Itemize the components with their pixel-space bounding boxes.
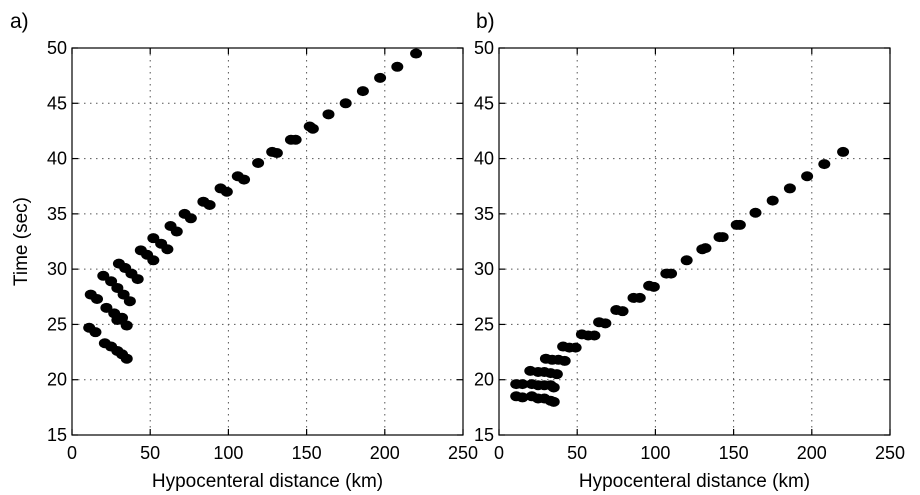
- data-point: [306, 123, 319, 134]
- data-point: [170, 226, 183, 237]
- panel-a-points: [83, 48, 423, 364]
- x-tick-label: 200: [797, 443, 827, 463]
- data-point: [410, 48, 423, 59]
- data-point: [270, 148, 283, 159]
- data-point: [322, 109, 335, 120]
- y-tick-label: 45: [474, 93, 494, 113]
- y-tick-label: 40: [474, 149, 494, 169]
- y-tick-label: 20: [474, 370, 494, 390]
- panel-a-ticks: 0 50 100 150 200 250 15 20 25 30 35 40 45 50: [47, 38, 478, 463]
- data-point: [547, 396, 560, 407]
- data-point: [391, 61, 404, 72]
- data-point: [161, 244, 174, 255]
- data-point: [716, 232, 729, 243]
- data-point: [558, 355, 571, 366]
- data-point: [665, 268, 678, 279]
- data-point: [749, 207, 762, 218]
- panel-a-x-axis-label: Hypocenteral distance (km): [152, 471, 383, 492]
- y-tick-label: 20: [47, 370, 67, 390]
- data-point: [100, 302, 113, 313]
- y-tick-label: 35: [47, 204, 67, 224]
- data-point: [252, 157, 265, 168]
- panel-a: a) 0 50 100 150 200 250 15 20 25 30 35 40 45 50 Hypoc…: [10, 10, 478, 492]
- data-point: [837, 146, 850, 157]
- data-point: [91, 293, 104, 304]
- x-tick-label: 50: [140, 443, 160, 463]
- y-tick-label: 50: [474, 38, 494, 58]
- data-point: [238, 174, 251, 185]
- data-point: [647, 281, 660, 292]
- x-tick-label: 100: [213, 443, 243, 463]
- panel-b-ticks: 0 50 100 150 200 250 15 20 25 30 35 40 45 50: [474, 38, 905, 463]
- x-tick-label: 100: [640, 443, 670, 463]
- data-point: [123, 296, 136, 307]
- data-point: [599, 318, 612, 329]
- y-tick-label: 30: [47, 259, 67, 279]
- y-tick-label: 25: [47, 314, 67, 334]
- y-tick-label: 15: [474, 425, 494, 445]
- panel-a-label: a): [10, 10, 29, 33]
- data-point: [588, 330, 601, 341]
- data-point: [547, 382, 560, 393]
- data-point: [633, 292, 646, 303]
- data-point: [147, 233, 160, 244]
- data-point: [516, 392, 529, 403]
- data-point: [783, 183, 796, 194]
- data-point: [120, 353, 133, 364]
- y-tick-label: 50: [47, 38, 67, 58]
- x-tick-label: 50: [567, 443, 587, 463]
- data-point: [616, 306, 629, 317]
- y-tick-label: 25: [474, 314, 494, 334]
- data-point: [569, 342, 582, 353]
- x-tick-label: 0: [67, 443, 77, 463]
- y-tick-label: 40: [47, 149, 67, 169]
- data-point: [680, 255, 693, 266]
- data-point: [818, 159, 831, 170]
- y-tick-label: 45: [47, 93, 67, 113]
- data-point: [289, 134, 302, 145]
- y-axis-label: Time (sec): [11, 197, 32, 286]
- data-point: [516, 379, 529, 390]
- data-point: [220, 186, 233, 197]
- panel-a-grid: [72, 48, 463, 435]
- data-point: [89, 327, 102, 338]
- x-tick-label: 150: [292, 443, 322, 463]
- panel-b: b) 0 50 100 150 200 250 15 20 25 30 35 40 45 50 Hypoc…: [474, 10, 905, 492]
- panel-b-points: [510, 146, 850, 407]
- data-point: [699, 243, 712, 254]
- panel-b-x-axis-label: Hypocenteral distance (km): [579, 471, 810, 492]
- x-tick-label: 250: [875, 443, 905, 463]
- data-point: [356, 86, 369, 97]
- y-tick-label: 35: [474, 204, 494, 224]
- data-point: [766, 195, 779, 206]
- data-point: [203, 200, 216, 211]
- panel-b-grid: [499, 48, 890, 435]
- data-point: [120, 320, 133, 331]
- data-point: [733, 219, 746, 230]
- y-tick-label: 30: [474, 259, 494, 279]
- x-tick-label: 200: [370, 443, 400, 463]
- data-point: [339, 98, 352, 109]
- panel-b-plot-area: [498, 47, 891, 436]
- x-tick-label: 150: [719, 443, 749, 463]
- data-point: [374, 72, 387, 83]
- x-tick-label: 0: [494, 443, 504, 463]
- data-point: [147, 255, 160, 266]
- x-tick-label: 250: [448, 443, 478, 463]
- data-point: [97, 270, 110, 281]
- data-point: [550, 369, 563, 380]
- data-point: [801, 171, 814, 182]
- panel-a-plot-area: [71, 47, 464, 436]
- panel-b-label: b): [476, 10, 495, 33]
- data-point: [116, 312, 129, 323]
- y-tick-label: 15: [47, 425, 67, 445]
- data-point: [131, 274, 144, 285]
- data-point: [184, 213, 197, 224]
